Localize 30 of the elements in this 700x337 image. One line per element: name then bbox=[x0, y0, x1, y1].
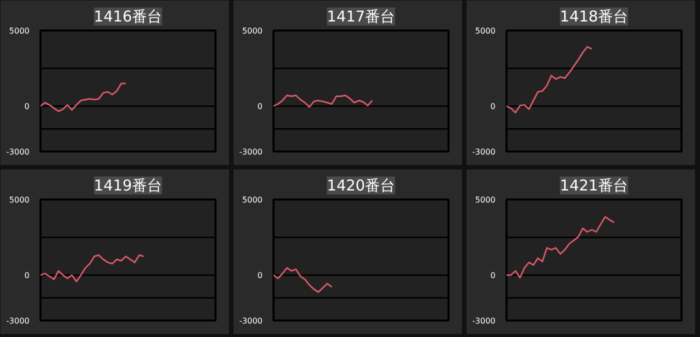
y-tick-label: -3000 bbox=[239, 148, 263, 156]
y-tick-label: -3000 bbox=[472, 316, 496, 326]
y-tick-label: -3000 bbox=[6, 316, 30, 326]
chart-title: 1419番台 bbox=[94, 176, 162, 194]
y-tick-label: 5000 bbox=[475, 196, 496, 204]
y-tick-label: 0 bbox=[257, 271, 263, 280]
line-series bbox=[274, 94, 373, 108]
y-tick-label: -3000 bbox=[6, 148, 30, 156]
line-series bbox=[40, 82, 127, 112]
y-tick-label: 5000 bbox=[9, 196, 30, 204]
chart-title: 1416番台 bbox=[94, 8, 162, 26]
y-tick-label: -3000 bbox=[239, 316, 263, 326]
y-tick-label: 0 bbox=[24, 271, 30, 280]
y-tick-label: 0 bbox=[490, 102, 496, 112]
y-tick-label: -3000 bbox=[472, 148, 496, 156]
y-tick-label: 0 bbox=[24, 102, 30, 112]
y-tick-label: 5000 bbox=[242, 26, 262, 36]
chart-title: 1421番台 bbox=[560, 176, 628, 194]
line-series bbox=[506, 216, 615, 278]
line-series bbox=[40, 254, 144, 282]
chart-title: 1417番台 bbox=[326, 8, 396, 26]
line-series bbox=[274, 267, 333, 293]
y-tick-label: 0 bbox=[257, 102, 263, 112]
chart-title: 1420番台 bbox=[326, 176, 396, 194]
y-tick-label: 5000 bbox=[475, 26, 496, 36]
y-tick-label: 0 bbox=[490, 271, 496, 280]
y-tick-label: 5000 bbox=[242, 196, 262, 204]
line-series bbox=[506, 46, 593, 114]
y-tick-label: 5000 bbox=[9, 26, 30, 36]
chart-title: 1418番台 bbox=[560, 8, 628, 26]
